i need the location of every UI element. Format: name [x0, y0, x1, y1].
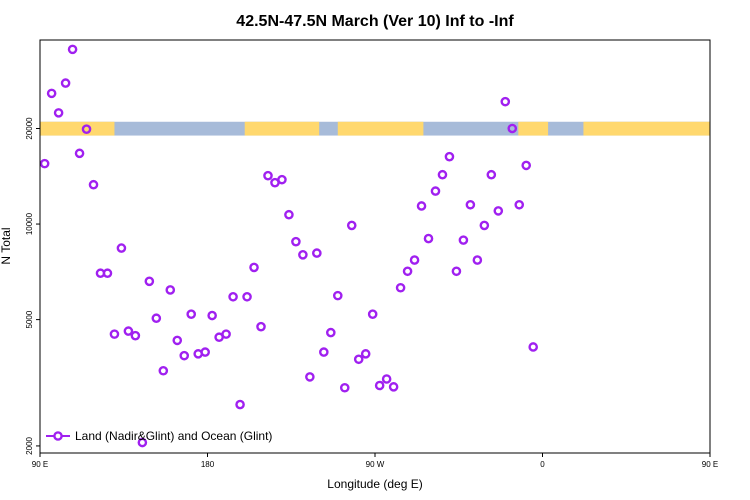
data-point: [409, 255, 420, 265]
data-point: [339, 382, 350, 393]
data-point: [263, 170, 273, 181]
data-point: [235, 399, 245, 410]
data-point: [486, 169, 497, 180]
land-segment: [337, 121, 424, 136]
data-point: [39, 158, 50, 169]
x-tick-label: 180: [201, 460, 215, 469]
data-point: [179, 350, 190, 361]
data-point: [325, 327, 336, 338]
data-point: [249, 262, 259, 273]
data-point: [67, 44, 78, 55]
data-point: [437, 169, 448, 180]
x-tick-label: 90 W: [366, 460, 385, 469]
data-point: [221, 329, 231, 339]
data-point: [451, 266, 462, 277]
data-point: [298, 250, 308, 260]
y-tick-label: 2000: [25, 436, 34, 454]
data-point: [186, 309, 197, 319]
data-point: [395, 282, 406, 293]
data-point: [123, 326, 134, 336]
data-point: [305, 372, 315, 382]
y-axis-label: N Total: [0, 227, 13, 264]
data-point: [207, 310, 217, 321]
y-axis: 2000 5000 10000 20000: [25, 117, 40, 455]
data-point: [458, 235, 469, 245]
data-point: [116, 243, 127, 253]
data-point: [381, 374, 392, 384]
x-tick-label: 0: [540, 460, 545, 469]
x-axis: 90 E 180 90 W 0 90 E: [32, 453, 718, 469]
data-point: [507, 123, 518, 134]
land-segment: [518, 121, 549, 136]
data-point: [228, 291, 238, 302]
data-point: [388, 382, 399, 392]
y-tick-label: 5000: [25, 310, 34, 328]
data-point: [479, 220, 490, 231]
x-axis-label: Longitude (deg E): [327, 477, 422, 491]
data-point: [472, 255, 483, 265]
data-point: [151, 313, 162, 324]
data-point: [514, 199, 525, 210]
data-point: [402, 266, 413, 277]
data-point: [423, 233, 434, 244]
data-point: [416, 201, 427, 211]
data-point: [493, 206, 504, 216]
data-point: [312, 248, 322, 258]
land-segment: [583, 121, 710, 136]
data-point: [74, 148, 85, 159]
data-point: [256, 321, 266, 332]
legend-label: Land (Nadir&Glint) and Ocean (Glint): [75, 429, 272, 443]
legend-marker: [53, 431, 63, 441]
data-point: [165, 285, 176, 295]
data-point: [158, 365, 169, 376]
data-point: [465, 199, 476, 210]
data-point: [367, 309, 378, 319]
data-point: [374, 380, 385, 391]
data-point: [144, 276, 155, 287]
data-point: [284, 209, 294, 220]
data-point: [172, 335, 183, 346]
data-point: [291, 236, 301, 247]
data-point: [521, 160, 532, 171]
data-point: [60, 78, 71, 88]
land-ocean-band: [40, 121, 710, 136]
data-point: [200, 347, 210, 357]
y-tick-label: 10000: [25, 212, 34, 235]
data-point: [137, 437, 148, 448]
data-point: [46, 88, 57, 99]
data-point: [430, 186, 441, 196]
data-point: [360, 349, 371, 359]
land-segment: [244, 121, 320, 136]
chart-title: 42.5N-47.5N March (Ver 10) Inf to -Inf: [236, 13, 514, 30]
data-point: [353, 354, 364, 365]
data-point: [319, 347, 329, 357]
data-point: [102, 268, 113, 279]
data-point: [130, 330, 141, 341]
data-point: [81, 124, 92, 134]
data-point: [332, 290, 343, 301]
x-tick-label: 90 E: [702, 460, 718, 469]
data-point: [277, 174, 287, 185]
data-point: [444, 151, 455, 162]
x-tick-label: 90 E: [32, 460, 48, 469]
data-point: [53, 108, 64, 118]
data-points: [39, 44, 538, 448]
land-segment: [40, 121, 115, 136]
y-tick-label: 20000: [25, 117, 34, 140]
data-point: [500, 96, 511, 107]
data-point: [109, 329, 120, 339]
legend: Land (Nadir&Glint) and Ocean (Glint): [46, 429, 272, 443]
data-point: [346, 220, 357, 231]
data-point: [88, 179, 99, 190]
data-point: [242, 291, 252, 302]
data-point: [528, 342, 538, 352]
